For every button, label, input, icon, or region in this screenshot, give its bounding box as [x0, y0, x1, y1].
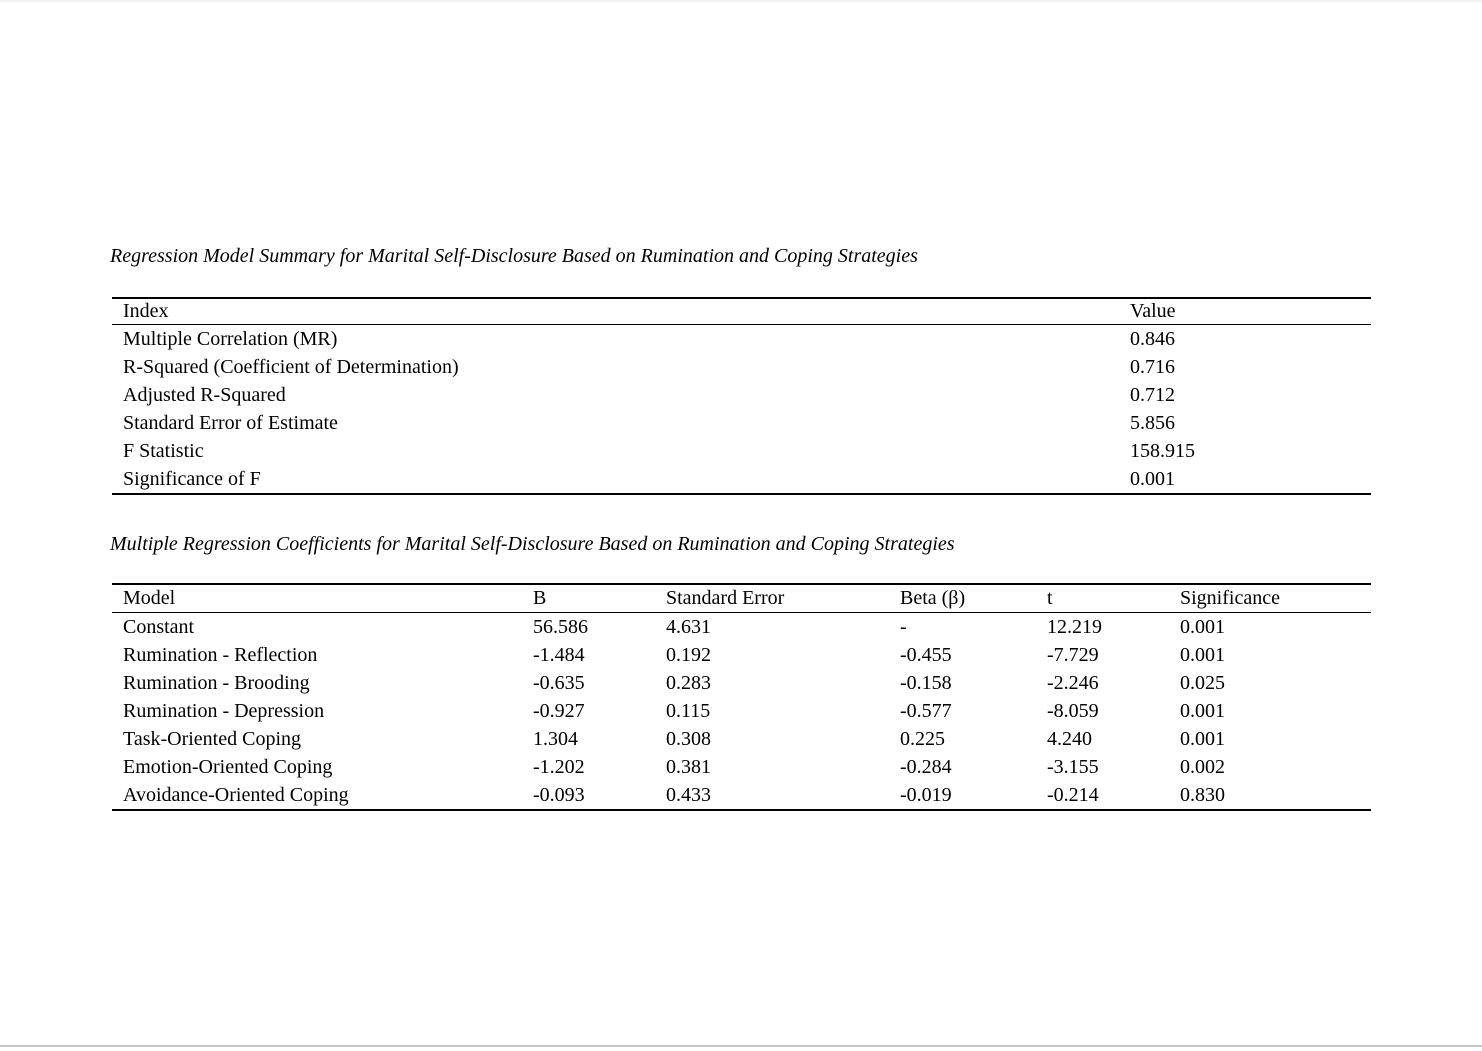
- t-cell: -3.155: [1047, 756, 1099, 778]
- b-cell: -0.635: [533, 672, 585, 694]
- coefficients-table-title: Multiple Regression Coefficients for Mar…: [110, 533, 955, 555]
- table-row: R-Squared (Coefficient of Determination)…: [112, 353, 1371, 381]
- significance-cell: 0.002: [1180, 756, 1225, 778]
- index-label-cell: Multiple Correlation (MR): [123, 328, 338, 350]
- standard-error-cell: 4.631: [666, 616, 711, 638]
- significance-cell: 0.025: [1180, 672, 1225, 694]
- b-cell: 1.304: [533, 728, 578, 750]
- index-label-cell: Significance of F: [123, 468, 261, 490]
- beta-cell: -0.577: [900, 700, 952, 722]
- t-cell: -7.729: [1047, 644, 1099, 666]
- t-cell: -8.059: [1047, 700, 1099, 722]
- significance-cell: 0.001: [1180, 700, 1225, 722]
- table-row: F Statistic 158.915: [112, 437, 1371, 465]
- table-row: Multiple Correlation (MR) 0.846: [112, 325, 1371, 353]
- table-row: Adjusted R-Squared 0.712: [112, 381, 1371, 409]
- table-row: Rumination - Depression -0.927 0.115 -0.…: [112, 697, 1371, 725]
- model-cell: Constant: [123, 616, 195, 638]
- bottom-edge-line: [0, 1045, 1482, 1047]
- beta-cell: -0.455: [900, 644, 952, 666]
- index-label-cell: Adjusted R-Squared: [123, 384, 286, 406]
- beta-cell: -0.019: [900, 784, 952, 806]
- standard-error-cell: 0.433: [666, 784, 711, 806]
- table-header-row: Model B Standard Error Beta (β) t Signif…: [112, 585, 1371, 613]
- standard-error-cell: 0.115: [666, 700, 711, 722]
- standard-error-cell: 0.381: [666, 756, 711, 778]
- table-row: Rumination - Brooding -0.635 0.283 -0.15…: [112, 669, 1371, 697]
- index-label-cell: Standard Error of Estimate: [123, 412, 338, 434]
- value-cell: 158.915: [1130, 440, 1195, 462]
- column-header-t: t: [1047, 587, 1053, 609]
- table-row: Standard Error of Estimate 5.856: [112, 409, 1371, 437]
- significance-cell: 0.001: [1180, 644, 1225, 666]
- value-cell: 0.716: [1130, 356, 1175, 378]
- standard-error-cell: 0.192: [666, 644, 711, 666]
- value-cell: 0.712: [1130, 384, 1175, 406]
- beta-cell: 0.225: [900, 728, 945, 750]
- b-cell: 56.586: [533, 616, 588, 638]
- table-row: Avoidance-Oriented Coping -0.093 0.433 -…: [112, 781, 1371, 809]
- model-cell: Rumination - Reflection: [123, 644, 318, 666]
- table-row: Emotion-Oriented Coping -1.202 0.381 -0.…: [112, 753, 1371, 781]
- beta-cell: -: [900, 616, 907, 638]
- b-cell: -0.093: [533, 784, 585, 806]
- top-edge-line: [0, 0, 1482, 3]
- beta-cell: -0.284: [900, 756, 952, 778]
- significance-cell: 0.001: [1180, 728, 1225, 750]
- model-summary-table-title: Regression Model Summary for Marital Sel…: [110, 245, 918, 267]
- b-cell: -0.927: [533, 700, 585, 722]
- model-summary-table: Index Value Multiple Correlation (MR) 0.…: [112, 297, 1371, 495]
- column-header-model: Model: [123, 587, 176, 609]
- model-cell: Task-Oriented Coping: [123, 728, 302, 750]
- column-header-index: Index: [123, 300, 169, 322]
- index-label-cell: R-Squared (Coefficient of Determination): [123, 356, 459, 378]
- coefficients-table: Model B Standard Error Beta (β) t Signif…: [112, 583, 1371, 811]
- table-row: Significance of F 0.001: [112, 465, 1371, 493]
- column-header-value: Value: [1130, 300, 1176, 322]
- t-cell: 4.240: [1047, 728, 1092, 750]
- beta-cell: -0.158: [900, 672, 952, 694]
- table-header-row: Index Value: [112, 299, 1371, 325]
- value-cell: 0.001: [1130, 468, 1175, 490]
- t-cell: -0.214: [1047, 784, 1099, 806]
- b-cell: -1.484: [533, 644, 585, 666]
- t-cell: -2.246: [1047, 672, 1099, 694]
- significance-cell: 0.001: [1180, 616, 1225, 638]
- column-header-significance: Significance: [1180, 587, 1280, 609]
- model-cell: Rumination - Brooding: [123, 672, 310, 694]
- table-row: Rumination - Reflection -1.484 0.192 -0.…: [112, 641, 1371, 669]
- b-cell: -1.202: [533, 756, 585, 778]
- column-header-standard-error: Standard Error: [666, 587, 785, 609]
- column-header-beta: Beta (β): [900, 587, 966, 609]
- index-label-cell: F Statistic: [123, 440, 204, 462]
- table-row: Task-Oriented Coping 1.304 0.308 0.225 4…: [112, 725, 1371, 753]
- value-cell: 5.856: [1130, 412, 1175, 434]
- table-row: Constant 56.586 4.631 - 12.219 0.001: [112, 613, 1371, 641]
- significance-cell: 0.830: [1180, 784, 1225, 806]
- t-cell: 12.219: [1047, 616, 1102, 638]
- model-cell: Emotion-Oriented Coping: [123, 756, 333, 778]
- column-header-b: B: [533, 587, 547, 609]
- standard-error-cell: 0.283: [666, 672, 711, 694]
- model-cell: Avoidance-Oriented Coping: [123, 784, 349, 806]
- model-cell: Rumination - Depression: [123, 700, 325, 722]
- value-cell: 0.846: [1130, 328, 1175, 350]
- standard-error-cell: 0.308: [666, 728, 711, 750]
